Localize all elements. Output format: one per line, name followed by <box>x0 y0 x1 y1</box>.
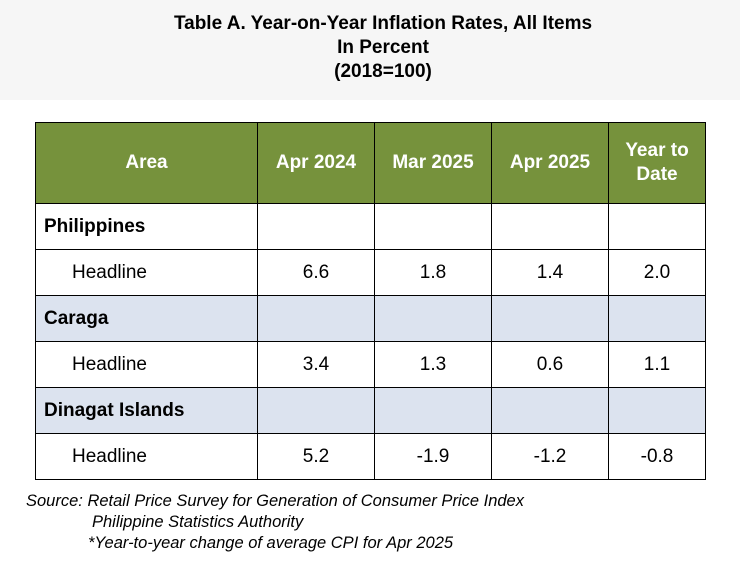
area-label: Caraga <box>35 295 258 342</box>
title-band <box>0 0 740 100</box>
cell-value: -0.8 <box>608 433 706 480</box>
area-label: Headline <box>35 341 258 388</box>
table-row-dinagat-islands-headline: Headline 5.2 -1.9 -1.2 -0.8 <box>35 433 706 480</box>
cell-value: 1.1 <box>608 341 706 388</box>
cell-value <box>491 203 609 250</box>
title-line-2: In Percent <box>337 37 429 58</box>
cell-value <box>257 203 375 250</box>
cell-value: 1.4 <box>491 249 609 296</box>
table-row-philippines-headline: Headline 6.6 1.8 1.4 2.0 <box>35 249 706 296</box>
title-line-3: (2018=100) <box>334 61 432 82</box>
header-apr-2025: Apr 2025 <box>491 122 609 204</box>
footnote: *Year-to-year change of average CPI for … <box>88 534 454 552</box>
cell-value <box>374 387 492 434</box>
area-label: Headline <box>35 249 258 296</box>
cell-value: 6.6 <box>257 249 375 296</box>
cell-value: 1.3 <box>374 341 492 388</box>
cell-value: 2.0 <box>608 249 706 296</box>
header-row: Area Apr 2024 Mar 2025 Apr 2025 Year to … <box>35 122 706 204</box>
header-area: Area <box>35 122 258 204</box>
source-line-1: Source: Retail Price Survey for Generati… <box>26 492 524 510</box>
table-row-caraga: Caraga <box>35 295 706 342</box>
cell-value: -1.9 <box>374 433 492 480</box>
header-apr-2024: Apr 2024 <box>257 122 375 204</box>
table-row-dinagat-islands: Dinagat Islands <box>35 387 706 434</box>
cell-value: 3.4 <box>257 341 375 388</box>
cell-value <box>257 295 375 342</box>
cell-value: 1.8 <box>374 249 492 296</box>
table-row-philippines: Philippines <box>35 203 706 250</box>
cell-value <box>257 387 375 434</box>
area-label: Philippines <box>35 203 258 250</box>
area-label: Dinagat Islands <box>35 387 258 434</box>
area-label: Headline <box>35 433 258 480</box>
cell-value <box>608 295 706 342</box>
table-row-caraga-headline: Headline 3.4 1.3 0.6 1.1 <box>35 341 706 388</box>
title-line-1: Table A. Year-on-Year Inflation Rates, A… <box>173 13 593 34</box>
cell-value <box>491 295 609 342</box>
cell-value <box>491 387 609 434</box>
cell-value: 5.2 <box>257 433 375 480</box>
cell-value <box>374 203 492 250</box>
cell-value <box>608 203 706 250</box>
cell-value: 0.6 <box>491 341 609 388</box>
inflation-table: Area Apr 2024 Mar 2025 Apr 2025 Year to … <box>35 122 706 480</box>
header-mar-2025: Mar 2025 <box>374 122 492 204</box>
cell-value <box>608 387 706 434</box>
cell-value: -1.2 <box>491 433 609 480</box>
source-line-2: Philippine Statistics Authority <box>92 513 304 531</box>
header-year-to-date: Year to Date <box>608 122 706 204</box>
cell-value <box>374 295 492 342</box>
source-note: Source: Retail Price Survey for Generati… <box>26 491 524 554</box>
table-title: Table A. Year-on-Year Inflation Rates, A… <box>0 12 740 84</box>
